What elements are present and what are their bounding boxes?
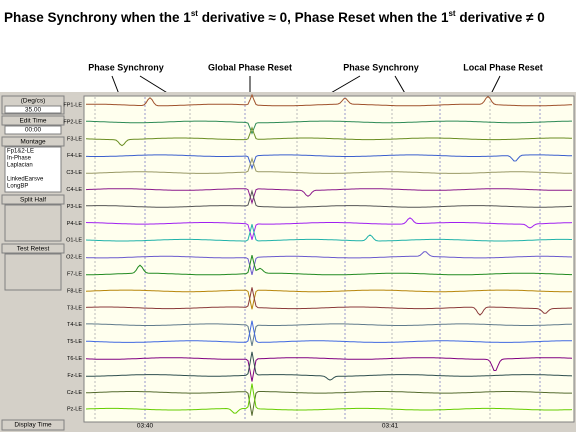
eeg-trace [85, 126, 572, 147]
title: Phase Synchrony when the 1st derivative … [4, 9, 545, 24]
montage-item: In-Phase [7, 156, 32, 162]
eeg-trace [85, 217, 573, 240]
title-sup: st [448, 9, 455, 18]
channel-label: F7-LE [67, 271, 82, 277]
test-retest-button[interactable] [1, 243, 65, 254]
edit-time: 00:00 [25, 127, 42, 134]
channel-label: O2-LE [66, 255, 82, 261]
split-half-box [4, 204, 62, 242]
channel-label: T4-LE [67, 322, 82, 328]
channel-label: O1-LE [66, 238, 82, 244]
button-label: Montage [20, 139, 46, 146]
button-label: Edit Time [19, 118, 46, 125]
button-label: Split Half [20, 197, 46, 204]
montage-item: Fp1&2-LE [7, 149, 34, 155]
montage-item: LongBP [7, 184, 28, 190]
channel-label: F8-LE [67, 288, 82, 294]
edit-time-button[interactable] [1, 115, 65, 126]
eeg-trace [85, 287, 573, 316]
eeg-trace [85, 120, 572, 135]
eeg-trace [85, 357, 573, 382]
montage-item: LinkedEarsve [7, 177, 44, 183]
channel-label: Pz-LE [67, 407, 82, 413]
montage-item: LinkEars [7, 170, 30, 176]
channel-label: C3-LE [66, 170, 82, 176]
annotation: Global Phase Reset [208, 62, 292, 72]
channel-label: C4-LE [66, 187, 82, 193]
channel-label: T5-LE [67, 339, 82, 345]
eeg-trace [85, 383, 573, 414]
eeg-trace [85, 189, 572, 208]
gain-value: 35.00 [25, 107, 42, 114]
channel-label: T6-LE [67, 356, 82, 362]
title-part: Phase Synchrony when the 1 [4, 10, 191, 25]
channel-label: P4-LE [67, 221, 83, 227]
eeg-trace [85, 93, 573, 107]
channel-label: T3-LE [67, 305, 82, 311]
montage-item: Laplacian [7, 163, 33, 169]
channel-label: P3-LE [67, 204, 83, 210]
plot-area [83, 95, 575, 423]
annotation: Local Phase Reset [463, 62, 543, 72]
time-label: 03:41 [382, 423, 399, 430]
eeg-trace [85, 188, 572, 205]
channel-label: FP1-LE [63, 102, 82, 108]
eeg-trace [86, 254, 572, 276]
annotation: Phase Synchrony [343, 62, 419, 72]
channel-label: Fz-LE [67, 373, 82, 379]
channel-label: F3-LE [67, 136, 82, 142]
channel-label: F4-LE [67, 153, 82, 159]
eeg-trace [86, 154, 572, 170]
eeg-trace [85, 251, 573, 276]
gain-input[interactable] [4, 105, 62, 114]
eeg-trace [85, 289, 572, 310]
split-half-button[interactable] [1, 194, 65, 205]
eeg-trace [85, 320, 572, 343]
channel-label: Cz-LE [67, 390, 83, 396]
title-part: derivative ≠ 0 [456, 10, 545, 25]
title-sup: st [191, 9, 198, 18]
title-part: derivative ≈ 0, Phase Reset when the 1 [198, 10, 449, 25]
button-label: Display Time [14, 422, 52, 429]
display-time-button[interactable] [1, 419, 65, 431]
annotation: Phase Synchrony [88, 62, 164, 72]
time-label: 03:40 [137, 423, 154, 430]
eeg-trace [86, 323, 573, 346]
montage-button[interactable] [1, 136, 65, 147]
test-retest-box [4, 253, 62, 291]
gain-unit: (Deg/cs) [21, 98, 46, 105]
button-label: Test Retest [17, 246, 50, 253]
eeg-trace [86, 156, 572, 174]
montage-list[interactable] [4, 146, 62, 193]
eeg-trace [85, 391, 572, 416]
channel-label: FP2-LE [63, 119, 82, 125]
time-input[interactable] [4, 125, 62, 135]
eeg-trace [86, 351, 573, 381]
eeg-trace [85, 224, 572, 242]
